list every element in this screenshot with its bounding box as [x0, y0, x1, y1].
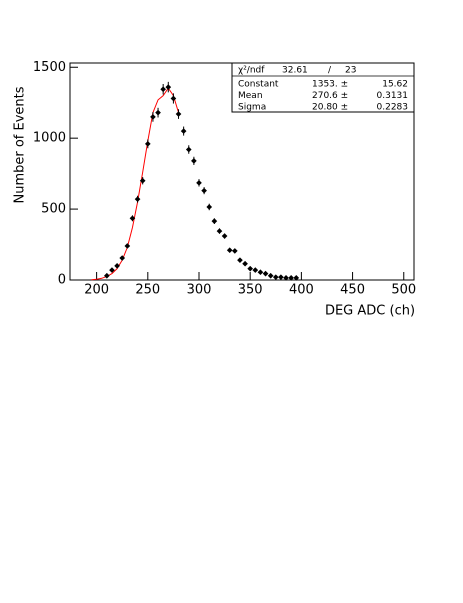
data-point: [160, 86, 166, 93]
data-point: [185, 146, 192, 153]
data-point: [104, 272, 110, 279]
data-point: [211, 218, 218, 224]
stats-value: 270.6 ±: [312, 91, 348, 101]
data-point: [129, 215, 136, 222]
data-point: [226, 247, 233, 254]
stats-label: Sigma: [238, 103, 266, 113]
stats-value: 1353. ±: [312, 80, 348, 90]
data-point: [206, 204, 213, 210]
data-point: [283, 275, 289, 281]
data-point: [252, 267, 259, 273]
data-point: [278, 274, 284, 280]
data-point: [242, 260, 248, 267]
stats-error: 0.3131: [377, 91, 409, 101]
fit-curve: [91, 87, 180, 281]
data-point: [155, 109, 161, 116]
data-point: [144, 141, 151, 147]
data-point: [221, 233, 228, 239]
x-axis-label: DEG ADC (ch): [325, 304, 415, 319]
stats-label: Mean: [238, 91, 263, 101]
data-point: [170, 95, 177, 102]
stats-header: 23: [345, 66, 356, 76]
x-tick-label: 350: [238, 283, 263, 298]
stats-error: 0.2283: [377, 103, 409, 113]
data-point: [180, 128, 187, 134]
data-point: [216, 228, 223, 234]
y-axis-label: Number of Events: [13, 86, 28, 203]
data-point: [247, 265, 254, 272]
data-point: [191, 158, 197, 164]
y-tick-label: 500: [41, 202, 66, 217]
data-point: [232, 248, 238, 254]
data-point: [139, 177, 146, 184]
y-tick-label: 1500: [33, 60, 66, 75]
data-point: [114, 262, 120, 269]
stats-header: χ²/ndf: [238, 66, 265, 76]
data-point: [267, 272, 274, 279]
data-point: [237, 257, 243, 263]
y-tick-label: 0: [58, 273, 66, 288]
data-point: [109, 267, 115, 273]
data-point: [201, 187, 207, 194]
data-point: [124, 243, 131, 249]
stats-box: [231, 62, 415, 113]
data-point: [288, 275, 294, 281]
x-tick-label: 250: [135, 283, 160, 298]
data-point: [293, 275, 300, 281]
x-tick-label: 500: [391, 283, 416, 298]
data-point: [272, 274, 279, 280]
x-tick-label: 450: [340, 283, 365, 298]
data-point: [175, 111, 182, 117]
data-point: [119, 255, 126, 261]
x-tick-label: 300: [187, 283, 212, 298]
data-point: [165, 84, 172, 90]
x-tick-label: 200: [84, 283, 109, 298]
stats-value: 20.80 ±: [312, 103, 348, 113]
x-tick-label: 400: [289, 283, 314, 298]
y-tick-label: 1000: [33, 131, 66, 146]
stats-header: 32.61: [282, 66, 308, 76]
data-point: [196, 180, 202, 186]
stats-header: /: [328, 66, 332, 76]
stats-label: Constant: [238, 80, 279, 90]
stats-error: 15.62: [382, 80, 408, 90]
data-point: [134, 196, 141, 202]
data-point: [150, 114, 156, 120]
data-point: [262, 270, 269, 277]
data-point: [257, 269, 264, 276]
